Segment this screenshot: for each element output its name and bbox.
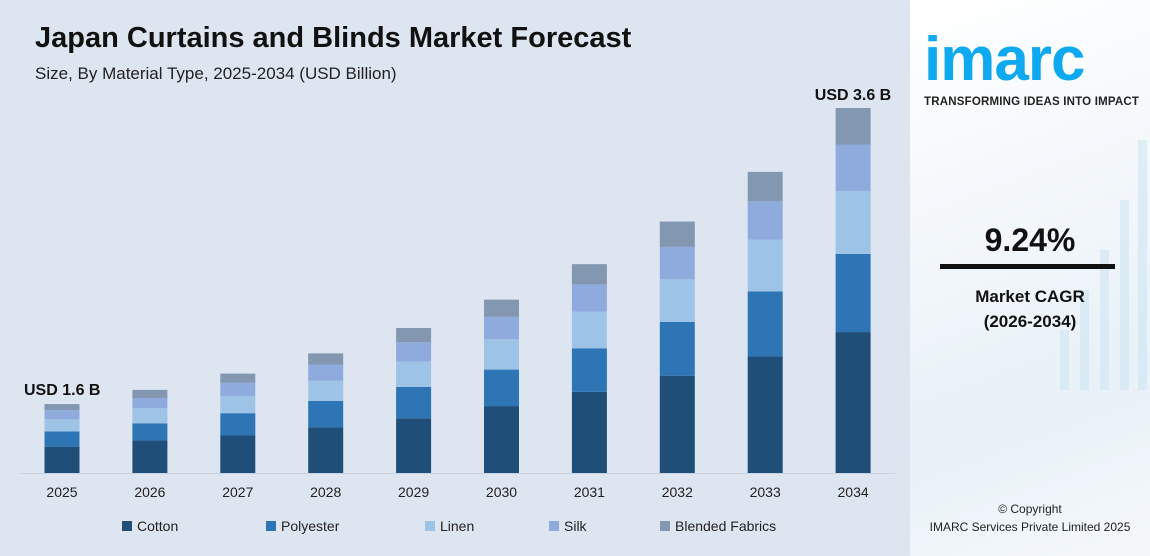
bar-segment-silk-2026	[132, 397, 168, 409]
legend-label: Linen	[440, 518, 475, 534]
legend-label: Cotton	[137, 518, 179, 534]
legend-item: Cotton	[122, 518, 266, 534]
bar-segment-polyester-2033	[747, 291, 783, 357]
bar-segment-silk-2032	[659, 246, 695, 280]
legend-item: Linen	[425, 518, 549, 534]
copyright: © Copyright	[998, 502, 1062, 516]
legend-item: Blended Fabrics	[660, 518, 800, 534]
x-tick-label: 2031	[574, 484, 605, 500]
bar-segment-blended-fabrics-2034	[835, 108, 871, 145]
bar-segment-linen-2027	[220, 395, 256, 414]
legend-swatch	[425, 521, 435, 531]
bar-segment-silk-2031	[571, 284, 607, 312]
x-tick-label: 2025	[46, 484, 77, 500]
legend-label: Polyester	[281, 518, 340, 534]
bar-segment-cotton-2026	[132, 440, 168, 473]
x-tick-label: 2033	[750, 484, 781, 500]
legend-label: Silk	[564, 518, 587, 534]
bar-segment-blended-fabrics-2026	[132, 389, 168, 398]
tagline: TRANSFORMING IDEAS INTO IMPACT	[924, 96, 1140, 108]
company-name: IMARC Services Private Limited 2025	[929, 520, 1131, 534]
bar-segment-silk-2025	[44, 410, 80, 420]
bar-segment-polyester-2034	[835, 254, 871, 333]
bar-segment-polyester-2030	[484, 369, 519, 407]
bar-segment-blended-fabrics-2032	[659, 221, 695, 247]
bar-segment-cotton-2034	[835, 332, 871, 473]
legend-item: Silk	[549, 518, 660, 534]
bar-segment-linen-2032	[659, 279, 695, 322]
bar-segment-silk-2034	[835, 144, 871, 192]
annotation-first: USD 1.6 B	[24, 382, 100, 399]
bar-segment-linen-2029	[396, 361, 432, 387]
legend-item: Polyester	[266, 518, 425, 534]
x-tick-label: 2034	[838, 484, 869, 500]
bar-segment-cotton-2029	[396, 418, 432, 473]
x-tick-label: 2028	[310, 484, 341, 500]
bar-segment-silk-2030	[484, 316, 519, 340]
bar-segment-linen-2025	[44, 419, 80, 432]
annotation-last: USD 3.6 B	[815, 87, 891, 104]
chart-title: Japan Curtains and Blinds Market Forecas…	[35, 22, 632, 54]
bar-segment-linen-2028	[308, 380, 344, 402]
x-tick-label: 2027	[222, 484, 253, 500]
imarc-logo: imarc	[924, 25, 1085, 94]
stacked-bar-chart: 2025 2026 2027 2028 2029 2030 2031 2032 2033 2034…	[20, 87, 895, 500]
bar-segment-silk-2028	[308, 364, 344, 381]
bar-segment-linen-2030	[484, 339, 519, 370]
bar-segment-blended-fabrics-2029	[396, 328, 432, 343]
bar-segment-blended-fabrics-2025	[44, 404, 80, 411]
cagr-value: 9.24%	[984, 222, 1076, 258]
cagr-period: (2026-2034)	[983, 312, 1077, 331]
bar-segment-linen-2026	[132, 408, 168, 424]
x-tick-label: 2026	[134, 484, 165, 500]
bar-segment-blended-fabrics-2027	[220, 373, 256, 383]
bar-segment-cotton-2027	[220, 435, 256, 473]
sidebar: imarc TRANSFORMING IDEAS INTO IMPACT 9.2…	[910, 0, 1150, 556]
bar-segment-polyester-2026	[132, 423, 168, 441]
cagr-label: Market CAGR	[975, 287, 1085, 306]
bar-segment-blended-fabrics-2028	[308, 353, 344, 365]
bar-segment-linen-2033	[747, 239, 783, 292]
legend-swatch	[266, 521, 276, 531]
bar-segment-blended-fabrics-2031	[571, 264, 607, 285]
bar-segment-polyester-2028	[308, 401, 344, 428]
bar-segment-blended-fabrics-2030	[484, 299, 519, 317]
bar-segment-cotton-2025	[44, 446, 80, 473]
bar-segment-cotton-2028	[308, 427, 344, 473]
copyright-block: © Copyright IMARC Services Private Limit…	[910, 500, 1150, 536]
bar-segment-silk-2029	[396, 342, 432, 362]
legend-label: Blended Fabrics	[675, 518, 777, 534]
bar-segment-polyester-2031	[571, 348, 607, 392]
legend-swatch	[122, 521, 132, 531]
bar-segment-cotton-2032	[659, 375, 695, 473]
divider	[940, 264, 1115, 269]
x-tick-label: 2030	[486, 484, 517, 500]
background-chart-graphic	[1060, 140, 1147, 390]
legend-swatch	[549, 521, 559, 531]
bar-segment-silk-2027	[220, 382, 256, 396]
bar-segment-blended-fabrics-2033	[747, 171, 783, 202]
x-tick-label: 2032	[662, 484, 693, 500]
bar-segment-cotton-2031	[571, 391, 607, 473]
bar-segment-polyester-2025	[44, 431, 80, 447]
x-tick-label: 2029	[398, 484, 429, 500]
legend-swatch	[660, 521, 670, 531]
chart-panel: Japan Curtains and Blinds Market Forecas…	[0, 0, 910, 556]
bar-segment-linen-2034	[835, 191, 871, 254]
chart-subtitle: Size, By Material Type, 2025-2034 (USD B…	[35, 64, 397, 83]
bar-segment-polyester-2027	[220, 413, 256, 436]
bar-segment-polyester-2029	[396, 386, 432, 419]
legend: Cotton Polyester Linen Silk Blended Fabrics	[122, 518, 800, 534]
cagr-label-block: Market CAGR (2026-2034)	[910, 284, 1150, 334]
bar-segment-silk-2033	[747, 201, 783, 240]
bar-segment-cotton-2030	[484, 406, 519, 473]
bar-segment-polyester-2032	[659, 321, 695, 376]
bar-segment-linen-2031	[571, 311, 607, 349]
bar-segment-cotton-2033	[747, 356, 783, 473]
